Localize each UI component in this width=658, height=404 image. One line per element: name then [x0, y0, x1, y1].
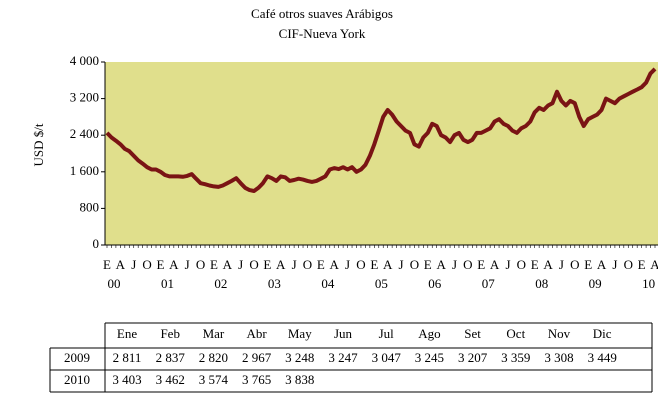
chart-subtitle: CIF-Nueva York — [279, 26, 366, 41]
table-header: Jul — [379, 326, 395, 341]
table-header: May — [288, 326, 312, 341]
year-label: 08 — [535, 276, 548, 291]
table-cell: 3 247 — [328, 350, 358, 365]
x-tick-label: O — [303, 257, 312, 272]
x-tick-label: O — [517, 257, 526, 272]
x-tick-label: J — [292, 257, 297, 272]
x-tick-label: E — [317, 257, 325, 272]
x-tick-label: A — [383, 257, 393, 272]
x-tick-label: J — [185, 257, 190, 272]
table-header: Feb — [160, 326, 180, 341]
table-header: Oct — [506, 326, 525, 341]
x-tick-label: O — [196, 257, 205, 272]
table-cell: 2 811 — [113, 350, 142, 365]
x-tick-label: E — [531, 257, 539, 272]
table-header: Set — [464, 326, 481, 341]
y-tick-label: 1 600 — [70, 163, 99, 178]
y-tick-label: 800 — [80, 199, 100, 214]
x-tick-label: J — [238, 257, 243, 272]
x-tick-label: A — [543, 257, 553, 272]
year-label: 10 — [642, 276, 655, 291]
x-tick-label: J — [452, 257, 457, 272]
x-tick-label: E — [424, 257, 432, 272]
table-cell: 3 248 — [285, 350, 314, 365]
x-tick-label: A — [490, 257, 500, 272]
y-axis-label: USD $/t — [31, 123, 46, 166]
x-tick-label: A — [116, 257, 126, 272]
line-series — [105, 67, 657, 193]
x-tick-label: A — [650, 257, 658, 272]
year-label: 03 — [268, 276, 281, 291]
x-tick-label: O — [142, 257, 151, 272]
x-tick-label: A — [330, 257, 340, 272]
table-cell: 3 308 — [544, 350, 573, 365]
x-tick-label: A — [169, 257, 179, 272]
x-tick-label: A — [276, 257, 286, 272]
table-cell: 3 207 — [458, 350, 488, 365]
x-tick-label: O — [249, 257, 258, 272]
table-header: Abr — [246, 326, 267, 341]
y-tick-label: 4 000 — [70, 53, 99, 68]
y-tick-label: 2 400 — [70, 126, 99, 141]
table-header: Jun — [334, 326, 353, 341]
table-row-label: 2010 — [64, 372, 90, 387]
table-header: Mar — [203, 326, 225, 341]
year-label: 05 — [375, 276, 388, 291]
table-cell: 3 462 — [156, 372, 185, 387]
year-label: 06 — [428, 276, 442, 291]
table-cell: 3 449 — [588, 350, 617, 365]
x-tick-label: O — [624, 257, 633, 272]
table-header: Ene — [117, 326, 137, 341]
x-tick-label: J — [399, 257, 404, 272]
x-tick-label: O — [570, 257, 579, 272]
table-cell: 3 765 — [242, 372, 271, 387]
chart-title: Café otros suaves Arábigos — [251, 6, 393, 21]
year-label: 02 — [214, 276, 227, 291]
y-tick-label: 3 200 — [70, 90, 99, 105]
x-tick-label: A — [597, 257, 607, 272]
year-label: 07 — [482, 276, 496, 291]
x-tick-label: O — [356, 257, 365, 272]
year-label: 00 — [108, 276, 121, 291]
year-label: 01 — [161, 276, 174, 291]
year-label: 04 — [321, 276, 335, 291]
x-tick-label: E — [210, 257, 218, 272]
table-header: Nov — [548, 326, 571, 341]
x-tick-label: E — [370, 257, 378, 272]
table-cell: 3 047 — [372, 350, 402, 365]
x-tick-label: J — [131, 257, 136, 272]
x-tick-label: E — [584, 257, 592, 272]
table-header: Dic — [593, 326, 612, 341]
x-tick-label: E — [263, 257, 271, 272]
x-tick-label: E — [156, 257, 164, 272]
x-tick-label: E — [103, 257, 111, 272]
table-cell: 3 838 — [285, 372, 314, 387]
x-tick-label: A — [223, 257, 233, 272]
x-tick-label: E — [477, 257, 485, 272]
x-tick-label: E — [638, 257, 646, 272]
x-tick-label: J — [345, 257, 350, 272]
table-cell: 3 403 — [112, 372, 141, 387]
y-tick-label: 0 — [93, 236, 100, 251]
table-row-label: 2009 — [64, 350, 90, 365]
x-tick-label: J — [612, 257, 617, 272]
x-tick-label: O — [463, 257, 472, 272]
table-cell: 3 574 — [199, 372, 229, 387]
table-cell: 2 967 — [242, 350, 272, 365]
table-cell: 2 837 — [156, 350, 186, 365]
x-tick-label: A — [436, 257, 446, 272]
year-label: 09 — [589, 276, 602, 291]
table-cell: 2 820 — [199, 350, 228, 365]
table-header: Ago — [418, 326, 440, 341]
table-cell: 3 245 — [415, 350, 444, 365]
table-cell: 3 359 — [501, 350, 530, 365]
x-tick-label: O — [410, 257, 419, 272]
x-tick-label: J — [559, 257, 564, 272]
x-tick-label: J — [505, 257, 510, 272]
plot-area — [105, 62, 658, 245]
